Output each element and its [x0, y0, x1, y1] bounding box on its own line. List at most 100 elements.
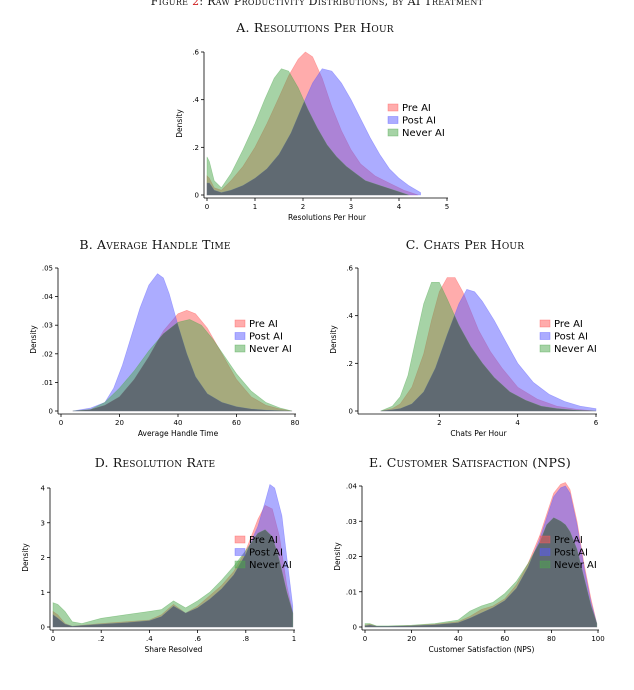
- x-tick-label: 0: [59, 419, 63, 427]
- y-tick-label: .2: [192, 144, 199, 152]
- x-tick-label: 40: [454, 635, 463, 643]
- y-tick-label: .04: [346, 483, 358, 491]
- x-axis-title: Average Handle Time: [138, 429, 219, 438]
- x-tick-label: 2: [301, 203, 305, 211]
- y-tick-label: 0: [49, 408, 53, 416]
- legend-swatch-pre-ai: [234, 535, 246, 544]
- x-tick-label: 20: [407, 635, 416, 643]
- x-tick-label: .4: [146, 635, 153, 643]
- y-axis-title: Density: [21, 543, 30, 572]
- x-tick-label: .6: [194, 635, 201, 643]
- overlap-area: [53, 529, 293, 627]
- x-tick-label: 3: [349, 203, 353, 211]
- x-tick-label: 20: [115, 419, 124, 427]
- y-axis-title: Density: [175, 109, 184, 138]
- y-tick-label: 1: [41, 589, 45, 597]
- panel-b-title: B. Average Handle Time: [79, 237, 231, 252]
- legend-swatch-pre-ai: [539, 535, 551, 544]
- x-tick-label: .2: [98, 635, 105, 643]
- x-tick-label: 0: [205, 203, 209, 211]
- x-axis-title: Resolutions Per Hour: [288, 213, 367, 222]
- x-tick-label: 2: [437, 419, 441, 427]
- x-tick-label: 60: [500, 635, 509, 643]
- x-tick-label: 1: [253, 203, 257, 211]
- x-tick-label: 80: [291, 419, 300, 427]
- y-tick-label: 0: [353, 624, 357, 632]
- legend-swatch-post-ai: [387, 116, 399, 124]
- x-tick-label: 80: [547, 635, 556, 643]
- legend-label-never-ai: Never AI: [554, 560, 597, 571]
- y-axis-title: Density: [29, 325, 38, 354]
- y-tick-label: 0: [195, 192, 199, 200]
- panel-e-title: E. Customer Satisfaction (NPS): [369, 455, 571, 470]
- legend-label-post-ai: Post AI: [554, 548, 588, 559]
- x-tick-label: 40: [174, 419, 183, 427]
- figure-title-prefix: Figure: [150, 0, 189, 8]
- legend-label-post-ai: Post AI: [554, 332, 588, 343]
- legend-label-post-ai: Post AI: [249, 332, 283, 343]
- x-tick-label: 1: [292, 635, 296, 643]
- x-tick-label: 0: [51, 635, 55, 643]
- legend-swatch-never-ai: [234, 560, 246, 569]
- legend-swatch-never-ai: [387, 128, 399, 137]
- y-tick-label: 2: [41, 554, 45, 562]
- legend-label-never-ai: Never AI: [554, 344, 597, 355]
- y-tick-label: .03: [42, 322, 53, 330]
- y-tick-label: 4: [41, 485, 46, 493]
- legend-label-never-ai: Never AI: [402, 128, 445, 139]
- overlap-area: [365, 517, 597, 627]
- x-axis-title: Chats Per Hour: [450, 429, 507, 438]
- legend-swatch-pre-ai: [387, 103, 399, 112]
- y-tick-label: .4: [346, 312, 353, 320]
- y-axis-title: Density: [333, 542, 342, 571]
- y-tick-label: .05: [42, 265, 53, 273]
- figure-number-ref[interactable]: 2: [192, 0, 200, 8]
- legend-label-pre-ai: Pre AI: [249, 319, 278, 330]
- y-tick-label: .6: [192, 49, 199, 57]
- y-tick-label: .04: [42, 293, 54, 301]
- legend-swatch-never-ai: [234, 344, 246, 353]
- legend-label-post-ai: Post AI: [402, 116, 436, 127]
- panel-d-title: D. Resolution Rate: [94, 455, 216, 470]
- y-tick-label: .02: [346, 553, 357, 561]
- y-tick-label: 3: [41, 519, 45, 527]
- x-tick-label: 100: [591, 635, 604, 643]
- x-tick-label: 4: [515, 419, 520, 427]
- y-tick-label: .6: [346, 265, 353, 273]
- y-tick-label: .02: [42, 350, 53, 358]
- y-tick-label: 0: [41, 624, 45, 632]
- x-tick-label: 0: [363, 635, 367, 643]
- legend-label-post-ai: Post AI: [249, 548, 283, 559]
- x-tick-label: 5: [445, 203, 449, 211]
- panel-a-title: A. Resolutions Per Hour: [236, 20, 394, 35]
- y-tick-label: 0: [349, 408, 353, 416]
- figure-title-text: : Raw Productivity Distributions, by AI …: [199, 0, 484, 8]
- legend-swatch-pre-ai: [234, 319, 246, 328]
- y-tick-label: .4: [192, 96, 199, 104]
- panel-c-title: C. Chats Per Hour: [405, 237, 525, 252]
- legend-label-pre-ai: Pre AI: [402, 103, 431, 114]
- figure-title: Figure 2: Raw Productivity Distributions…: [0, 0, 634, 8]
- x-tick-label: .8: [242, 635, 249, 643]
- legend-swatch-never-ai: [539, 344, 551, 353]
- y-tick-label: .01: [346, 588, 357, 596]
- legend-label-pre-ai: Pre AI: [554, 319, 583, 330]
- x-tick-label: 60: [232, 419, 241, 427]
- legend-label-never-ai: Never AI: [249, 560, 292, 571]
- legend-swatch-post-ai: [234, 548, 246, 556]
- legend-label-pre-ai: Pre AI: [554, 535, 583, 546]
- x-axis-title: Customer Satisfaction (NPS): [429, 645, 535, 654]
- legend-swatch-never-ai: [539, 560, 551, 569]
- y-tick-label: .2: [346, 360, 353, 368]
- legend-swatch-pre-ai: [539, 319, 551, 328]
- y-axis-title: Density: [329, 325, 338, 354]
- y-tick-label: .03: [346, 518, 357, 526]
- x-tick-label: 6: [594, 419, 599, 427]
- legend-swatch-post-ai: [539, 548, 551, 556]
- legend-swatch-post-ai: [234, 332, 246, 340]
- legend-swatch-post-ai: [539, 332, 551, 340]
